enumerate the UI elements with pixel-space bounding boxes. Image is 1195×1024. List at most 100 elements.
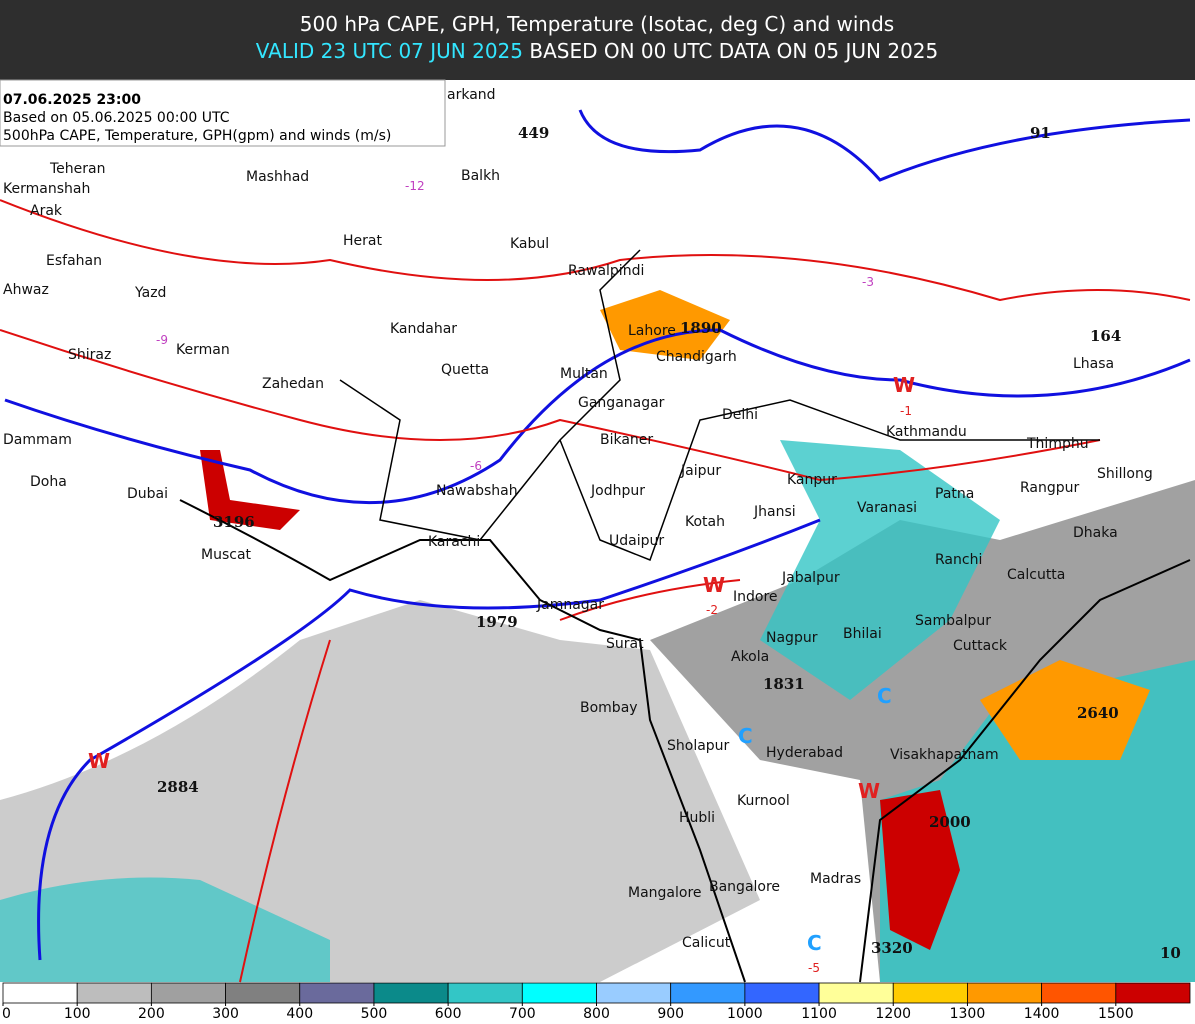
value-label: 1831	[763, 675, 805, 693]
city-label: Kathmandu	[886, 424, 967, 440]
valid-time: VALID 23 UTC 07 JUN 2025	[256, 39, 523, 63]
city-label: Kabul	[510, 236, 549, 252]
cape-area	[200, 450, 300, 530]
city-label: Dammam	[3, 432, 72, 448]
city-label: Bikaner	[600, 432, 653, 448]
city-label: Bombay	[580, 700, 638, 716]
city-label: Jabalpur	[781, 570, 840, 586]
temp-contour	[0, 329, 1101, 482]
colorbar-segment	[1041, 982, 1117, 1004]
temp-label: -5	[808, 961, 820, 975]
city-label: Chandigarh	[656, 349, 737, 365]
city-label: Kurnool	[737, 793, 790, 809]
colorbar-segment	[744, 982, 820, 1004]
value-label: 10	[1160, 944, 1181, 962]
temp-label: -9	[156, 333, 168, 347]
colorbar-label: 200	[138, 1006, 165, 1022]
colorbar-label: 1100	[801, 1006, 837, 1022]
city-label: Muscat	[201, 547, 252, 563]
city-label: Quetta	[441, 362, 489, 378]
cape-area	[880, 790, 960, 950]
city-label: Nagpur	[766, 630, 818, 646]
info-line: 500hPa CAPE, Temperature, GPH(gpm) and w…	[3, 128, 391, 144]
pressure-marker: C	[807, 931, 822, 955]
city-label: Bangalore	[709, 879, 780, 895]
city-label: Sambalpur	[915, 613, 991, 629]
pressure-marker: W	[88, 749, 110, 773]
city-label: Sholapur	[667, 738, 730, 754]
city-label: Yazd	[134, 285, 166, 301]
city-label: Jodhpur	[590, 483, 645, 499]
city-label: Kermanshah	[3, 181, 90, 197]
city-label: Mangalore	[628, 885, 702, 901]
city-label: Calicut	[682, 935, 731, 951]
city-label: Thimphu	[1026, 436, 1089, 452]
city-label: Rangpur	[1020, 480, 1080, 496]
value-label: 91	[1030, 124, 1051, 142]
city-label: Lahore	[628, 323, 676, 339]
value-label: 1979	[476, 613, 518, 631]
value-label: 2000	[929, 813, 971, 831]
colorbar-label: 1200	[875, 1006, 911, 1022]
value-label: 2640	[1077, 704, 1119, 722]
city-label: Shiraz	[68, 347, 111, 363]
gph-contour	[578, 109, 1191, 182]
city-label: Karachi	[428, 534, 480, 550]
info-line: 07.06.2025 23:00	[3, 92, 141, 108]
temp-contour	[239, 579, 741, 983]
colorbar-segment	[670, 982, 746, 1004]
colorbar-segment	[521, 982, 597, 1004]
city-label: Multan	[560, 366, 608, 382]
value-label: 3320	[871, 939, 913, 957]
city-label: arkand	[447, 87, 496, 103]
colorbar-label: 900	[657, 1006, 684, 1022]
colorbar-segment	[967, 982, 1043, 1004]
city-label: Shillong	[1097, 466, 1153, 482]
city-label: Indore	[733, 589, 778, 605]
colorbar-segment	[373, 982, 449, 1004]
cape-area	[600, 290, 730, 360]
colorbar-segment	[2, 982, 78, 1004]
colorbar-label: 700	[509, 1006, 536, 1022]
city-label: Arak	[30, 203, 63, 219]
colorbar-label: 400	[286, 1006, 313, 1022]
city-label: Ranchi	[935, 552, 982, 568]
labels: arkand Teheran Kermanshah Mashhad Balkh Arak H…	[3, 87, 1181, 975]
info-line: Based on 05.06.2025 00:00 UTC	[3, 110, 230, 126]
temp-label: -3	[862, 275, 874, 289]
colorbar-label: 1500	[1098, 1006, 1134, 1022]
colorbar-label: 300	[212, 1006, 239, 1022]
city-label: Surat	[606, 636, 644, 652]
city-label: Nawabshah	[436, 483, 518, 499]
info-box	[0, 79, 446, 147]
pressure-marker: C	[877, 684, 892, 708]
city-label: Rawalpindi	[568, 263, 644, 279]
header-title: 500 hPa CAPE, GPH, Temperature (Isotac, …	[300, 12, 894, 36]
city-label: Delhi	[722, 407, 758, 423]
colorbar-segment	[225, 982, 301, 1004]
city-label: Ganganagar	[578, 395, 665, 411]
city-label: Balkh	[461, 168, 500, 184]
temp-contour	[0, 199, 1191, 302]
colorbar-label: 800	[583, 1006, 610, 1022]
temp-label: -2	[706, 603, 718, 617]
cape-area	[980, 660, 1150, 760]
city-label: Hubli	[679, 810, 715, 826]
city-label: Udaipur	[609, 533, 664, 549]
colorbar-label: 100	[64, 1006, 91, 1022]
cape-area	[760, 440, 1000, 700]
city-label: Esfahan	[46, 253, 102, 269]
value-label: 164	[1090, 327, 1121, 345]
city-label: Jhansi	[753, 504, 796, 520]
cape-area	[0, 877, 330, 982]
city-label: Mashhad	[246, 169, 309, 185]
colorbar-label: 1400	[1024, 1006, 1060, 1022]
value-label: 3196	[213, 513, 255, 531]
border	[339, 249, 1100, 561]
colorbar-segment	[818, 982, 894, 1004]
city-label: Teheran	[49, 161, 105, 177]
city-label: Akola	[731, 649, 769, 665]
city-label: Hyderabad	[766, 745, 843, 761]
city-label: Visakhapatnam	[890, 747, 999, 763]
